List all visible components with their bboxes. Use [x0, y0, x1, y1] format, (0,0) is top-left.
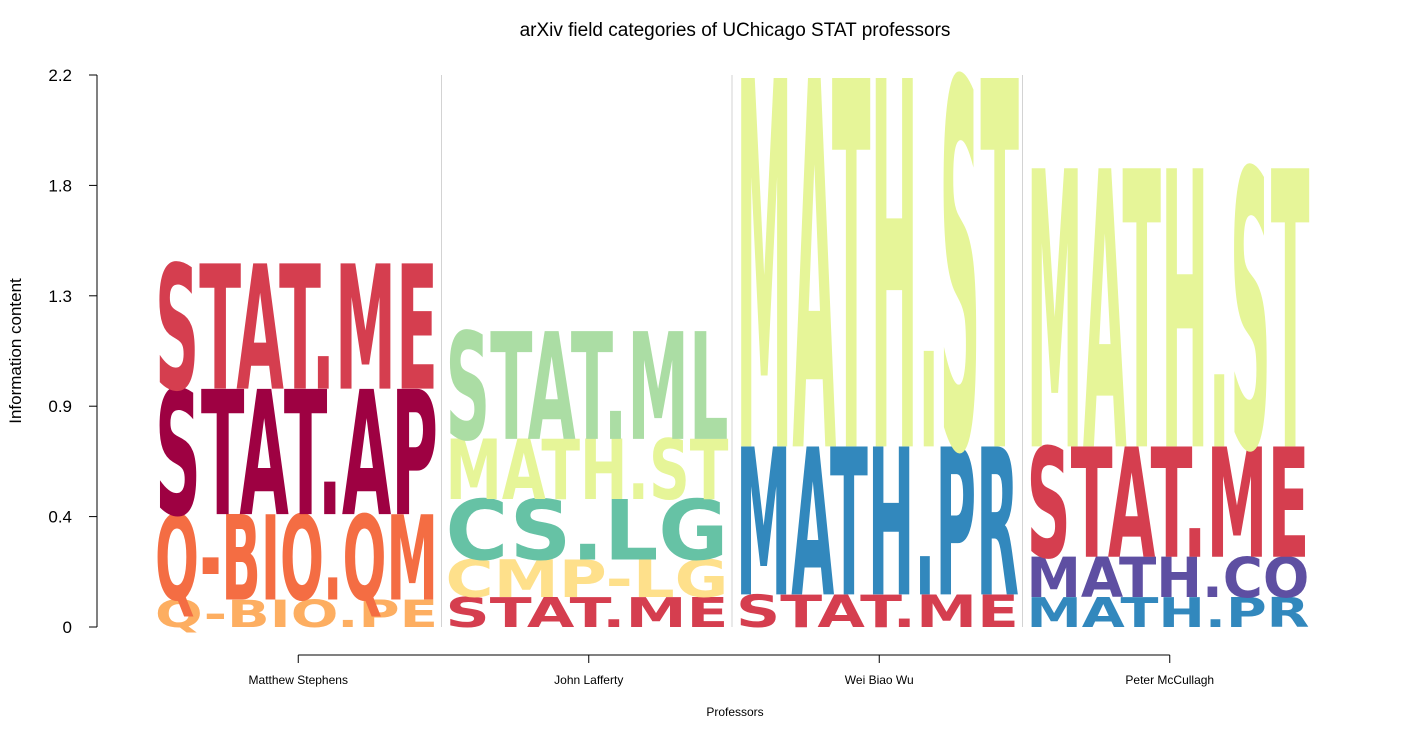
logo-segment: STAT.ME	[736, 585, 1019, 637]
x-tick-label: Peter McCullagh	[1125, 673, 1214, 687]
x-tick-label: Wei Biao Wu	[845, 673, 914, 687]
x-axis: Matthew Stephens John Lafferty Wei Biao Wu…	[249, 654, 1214, 687]
column-separators	[441, 75, 1023, 627]
logo-segment: MATH.ST	[1027, 94, 1310, 537]
logo-segment: Q-BIO.QM	[155, 492, 438, 628]
logo-segment: STAT.ME	[1027, 418, 1310, 594]
y-axis: 0 0.4 0.9 1.3 1.8 2.2	[48, 66, 98, 637]
x-tick-label: John Lafferty	[554, 673, 623, 687]
logo-segment: CMP-LG	[446, 549, 729, 609]
logo-segment: CS.LG	[446, 483, 729, 579]
x-tick-label: Matthew Stephens	[249, 673, 348, 687]
y-tick-label: 0	[63, 618, 72, 637]
y-tick-label: 0.9	[48, 397, 72, 416]
y-tick-label: 0.4	[48, 508, 72, 527]
logo-segment: STAT.ME	[155, 230, 438, 430]
logo-segment: MATH.ST	[736, 0, 1019, 566]
logo-segment: MATH.ST	[446, 422, 729, 519]
x-axis-label: Professors	[706, 705, 763, 719]
logo-segment: STAT.ME	[446, 589, 729, 637]
logo-segment: MATH.PR	[1027, 589, 1310, 637]
logo-stacks: Q-BIO.PEQ-BIO.QMSTAT.APSTAT.MESTAT.MECMP…	[155, 0, 1310, 643]
logo-segment: STAT.AP	[155, 355, 438, 555]
logo-segment: STAT.ML	[446, 302, 729, 474]
logo-segment: Q-BIO.PE	[155, 593, 438, 636]
logo-segment: MATH.CO	[1027, 546, 1310, 610]
y-tick-label: 1.3	[48, 287, 72, 306]
y-tick-label: 1.8	[48, 176, 72, 195]
logo-segment: MATH.PR	[736, 408, 1019, 644]
chart-title: arXiv field categories of UChicago STAT …	[520, 20, 951, 41]
y-tick-label: 2.2	[48, 66, 72, 85]
y-axis-label: Information content	[6, 278, 25, 424]
